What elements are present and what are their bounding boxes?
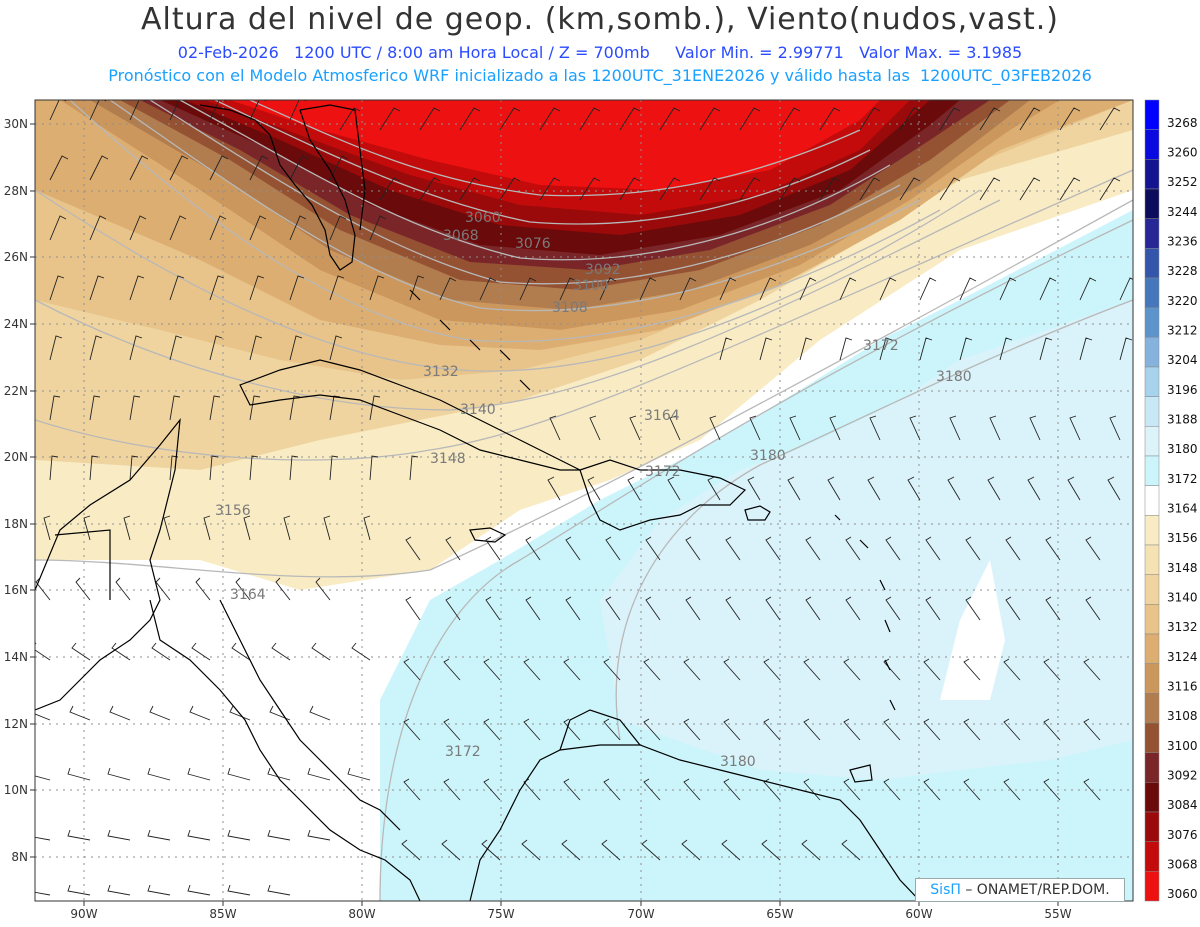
lat-label: 12N (4, 717, 28, 731)
axis-ticks (30, 123, 1059, 906)
forecast-date: 02-Feb-2026 (177, 43, 279, 62)
contour-labels: 3060 3068 3076 3092 3100 3108 3132 3140 … (215, 210, 972, 770)
latitude-labels: 30N 28N 26N 24N 22N 20N 18N 16N 14N 12N … (4, 117, 28, 864)
contour-label: 3180 (936, 369, 972, 385)
contour-label: 3148 (430, 451, 466, 467)
lon-label: 65W (766, 907, 793, 921)
min-value: Valor Min. = 2.99771 (675, 43, 844, 62)
contour-label: 3180 (720, 754, 756, 770)
longitude-labels: 90W 85W 80W 75W 70W 65W 60W 55W (70, 907, 1071, 921)
lat-label: 24N (4, 317, 28, 331)
lat-label: 18N (4, 517, 28, 531)
lon-label: 60W (905, 907, 932, 921)
lat-label: 14N (4, 650, 28, 664)
contour-label: 3060 (465, 210, 501, 226)
lon-label: 55W (1044, 907, 1071, 921)
max-value: Valor Max. = 3.1985 (859, 43, 1023, 62)
coastlines (35, 104, 921, 901)
contour-label: 3172 (445, 744, 481, 760)
wind-barbs (35, 100, 1133, 896)
contour-label: 3172 (645, 464, 681, 480)
lat-label: 30N (4, 117, 28, 131)
lat-label: 16N (4, 583, 28, 597)
lat-label: 22N (4, 384, 28, 398)
credit-box: SisΠ – ONAMET/REP.DOM. (915, 878, 1125, 902)
contour-label: 3172 (863, 338, 899, 354)
contour-label: 3092 (585, 262, 621, 278)
forecast-time-level: 1200 UTC / 8:00 am Hora Local / Z = 700m… (294, 43, 650, 62)
lat-label: 26N (4, 250, 28, 264)
contour-label: 3100 (573, 278, 609, 294)
contour-label: 3156 (215, 503, 251, 519)
lon-label: 85W (209, 907, 236, 921)
credit-text: – ONAMET/REP.DOM. (960, 882, 1110, 898)
contour-label: 3164 (230, 587, 266, 603)
map-frame (34, 99, 1134, 902)
contour-label: 3140 (460, 402, 496, 418)
lat-label: 28N (4, 184, 28, 198)
lat-label: 8N (11, 850, 28, 864)
contour-label: 3180 (750, 448, 786, 464)
map-title: Altura del nivel de geop. (km,somb.), Vi… (141, 2, 1059, 37)
model-info-line: Pronóstico con el Modelo Atmosferico WRF… (108, 66, 1092, 85)
contour-label: 3068 (443, 228, 479, 244)
lon-label: 80W (348, 907, 375, 921)
contour-label: 3076 (515, 236, 551, 252)
lon-label: 90W (70, 907, 97, 921)
contour-label: 3164 (644, 408, 680, 424)
contour-label: 3132 (423, 364, 459, 380)
height-fill (35, 100, 1133, 901)
brand-logo: SisΠ (930, 882, 961, 898)
lon-label: 75W (487, 907, 514, 921)
lat-label: 20N (4, 450, 28, 464)
lat-label: 10N (4, 783, 28, 797)
valid-time-line: 02-Feb-2026 1200 UTC / 8:00 am Hora Loca… (0, 43, 1200, 62)
contour-label: 3108 (552, 300, 588, 316)
lon-label: 70W (627, 907, 654, 921)
